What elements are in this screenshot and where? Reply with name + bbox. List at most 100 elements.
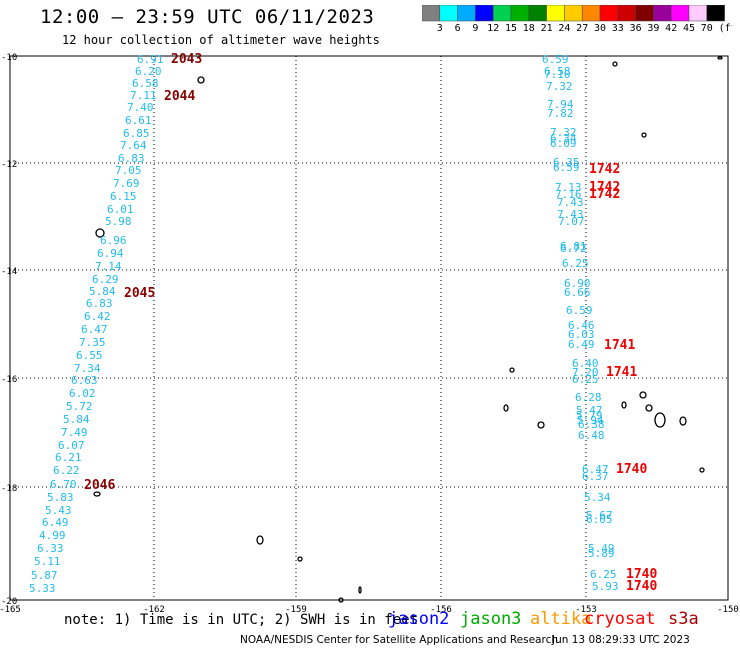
swh-value-label: 6.49 [42,516,69,529]
colorbar-tick-label: 36 [630,23,642,34]
island-outline [503,404,509,412]
swh-value-label: 5.43 [45,504,72,517]
lon-tick-label: -156 [430,605,452,615]
lon-tick-label: -162 [143,605,165,615]
swh-value-label: 7.10 [544,68,571,81]
map-subtitle: 12 hour collection of altimeter wave hei… [62,33,380,47]
swh-value-label: 6.70 [50,478,77,491]
colorbar-tick-label: 15 [505,23,517,34]
swh-value-label: 6.15 [110,190,137,203]
island-outline [717,56,723,60]
swh-value-label: 5.79 [576,409,603,422]
pass-time-label: 1742 [589,180,620,195]
map-frame [9,55,729,601]
swh-value-label: 6.37 [582,470,609,483]
swh-value-label: 6.28 [575,391,602,404]
swh-value-label: 5.47 [576,404,603,417]
swh-value-label: 6.01 [107,203,134,216]
footer-timestamp: Jun 13 08:29:33 UTC 2023 [552,634,690,646]
swh-value-label: 6.35 [553,156,580,169]
swh-value-label: 5.94 [577,414,604,427]
swh-value-label: 6.72 [560,242,587,255]
swh-value-label: 5.49 [588,542,615,555]
colorbar-tick-label: 39 [647,23,659,34]
swh-value-label: 6.59 [542,53,569,66]
swh-value-label: 6.47 [81,323,108,336]
lon-tick-label: -153 [575,605,597,615]
swh-value-label: 6.94 [97,247,124,260]
colorbar-tick-label: 24 [558,23,570,34]
lat-tick-label: -14 [1,267,17,277]
swh-value-label: 5.87 [31,569,58,582]
island-outline [509,367,515,373]
colorbar-tick-label: 3 [437,23,443,34]
swh-value-label: 7.05 [115,164,142,177]
swh-value-label: 7.35 [79,336,106,349]
colorbar-tick-label: 12 [487,23,499,34]
satellite-legend-altika: altika [530,609,592,629]
pass-time-label: 1740 [626,579,657,594]
satellite-legend-s3a: s3a [668,609,699,629]
swh-value-label: 6.21 [55,451,82,464]
satellite-legend-jason2: jason2 [388,609,450,629]
swh-value-label: 7.40 [127,101,154,114]
swh-value-label: 6.63 [71,374,98,387]
swh-value-label: 7.20 [572,366,599,379]
lat-tick-label: -18 [1,484,17,494]
swh-value-label: 6.91 [137,53,164,66]
swh-value-label: 6.90 [564,277,591,290]
map-note: note: 1) Time is in UTC; 2) SWH is in fe… [64,612,419,628]
swh-value-label: 7.64 [120,139,147,152]
swh-value-label: 5.83 [47,491,74,504]
island-outline [699,467,705,473]
swh-value-label: 6.34 [550,132,577,145]
island-outline [197,76,205,84]
island-outlines [93,56,723,603]
pass-time-label: 2046 [84,478,115,493]
swh-value-label: 6.55 [76,349,103,362]
lat-tick-label: -16 [1,375,17,385]
swh-value-label: 6.29 [92,273,119,286]
swh-value-label: 6.85 [123,127,150,140]
island-outline [358,586,362,594]
swh-value-label: 6.81 [560,240,587,253]
pass-time-label: 1741 [604,338,635,353]
island-outline [95,228,105,238]
swh-value-label: 6.38 [578,418,605,431]
swh-value-label: 7.14 [95,260,122,273]
island-outline [654,412,666,428]
swh-value-label: 7.49 [61,426,88,439]
swh-value-label: 6.83 [118,152,145,165]
swh-value-label: 7.94 [547,98,574,111]
swh-value-label: 7.32 [550,126,577,139]
island-outline [641,132,647,138]
swh-value-label: 7.11 [130,89,157,102]
swh-value-label: 6.25 [590,568,617,581]
swh-value-label: 6.96 [100,234,127,247]
lon-tick-label: -165 [0,605,21,615]
swh-value-label: 6.07 [58,439,85,452]
map-title: 12:00 – 23:59 UTC 06/11/2023 [40,6,375,28]
swh-value-label: 6.58 [132,77,159,90]
colorbar-swatch [706,5,725,22]
swh-value-label: 6.83 [86,297,113,310]
satellite-legend-jason3: jason3 [460,609,522,629]
swh-value-label: 5.34 [584,491,611,504]
colorbar-tick-label: 33 [612,23,624,34]
colorbar-tick-label: 18 [523,23,535,34]
swh-value-label: 5.89 [588,547,615,560]
colorbar-tick-label: 42 [665,23,677,34]
colorbar-tick-label: 70 [701,23,713,34]
swh-value-label: 5.93 [592,580,619,593]
swh-value-label: 6.61 [125,114,152,127]
island-outline [639,391,647,399]
footer-credit: NOAA/NESDIS Center for Satellite Applica… [240,634,558,646]
lon-tick-label: -159 [285,605,307,615]
swh-value-label: 6.02 [69,387,96,400]
colorbar-tick-label: 45 [683,23,695,34]
swh-value-label: 6.49 [568,338,595,351]
swh-value-label: 7.16 [555,188,582,201]
island-outline [93,491,101,497]
